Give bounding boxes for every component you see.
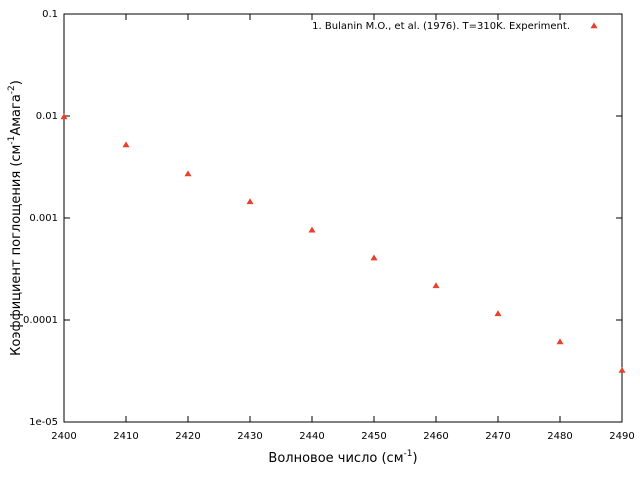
x-tick-label: 2450 <box>361 431 386 442</box>
x-tick-label: 2410 <box>113 431 138 442</box>
point <box>494 310 502 317</box>
y-tick-label: 0.001 <box>29 213 58 224</box>
legend-label: 1. Bulanin M.O., et al. (1976). T=310K. … <box>312 21 570 32</box>
x-label-part: ) <box>412 451 417 466</box>
y-tick-label: 0.1 <box>42 9 58 20</box>
y-tick-label: 0.0001 <box>23 315 58 326</box>
x-label-part: Волновое число (см <box>268 451 403 466</box>
y-label-part: ) <box>9 80 24 85</box>
x-axis-label: Волновое число (см-1) <box>268 449 417 466</box>
plot-frame <box>63 13 623 423</box>
point <box>370 254 378 261</box>
x-tick-label: 2490 <box>609 431 634 442</box>
y-label-sup: -1 <box>7 136 17 145</box>
point <box>60 113 68 120</box>
y-label-sup: -2 <box>7 85 17 94</box>
y-tick-label: 0.01 <box>36 111 58 122</box>
point <box>432 282 440 289</box>
point <box>308 226 316 233</box>
x-tick-label: 2440 <box>299 431 324 442</box>
y-tick-label: 1e-05 <box>29 417 58 428</box>
x-tick-label: 2420 <box>175 431 200 442</box>
y-label-part: Коэффициент поглощения (см <box>9 145 24 356</box>
y-label-part: Амага <box>9 94 24 135</box>
point <box>556 338 564 345</box>
legend-marker <box>590 22 598 29</box>
x-label-sup: -1 <box>404 449 413 459</box>
x-tick-label: 2470 <box>485 431 510 442</box>
x-tick-label: 2400 <box>51 431 76 442</box>
point <box>122 141 130 148</box>
point <box>184 170 192 177</box>
x-tick-label: 2460 <box>423 431 448 442</box>
x-tick-label: 2430 <box>237 431 262 442</box>
point <box>618 366 626 373</box>
point <box>246 198 254 205</box>
x-tick-label: 2480 <box>547 431 572 442</box>
y-axis-label: Коэффициент поглощения (см-1Амага-2) <box>7 80 24 356</box>
